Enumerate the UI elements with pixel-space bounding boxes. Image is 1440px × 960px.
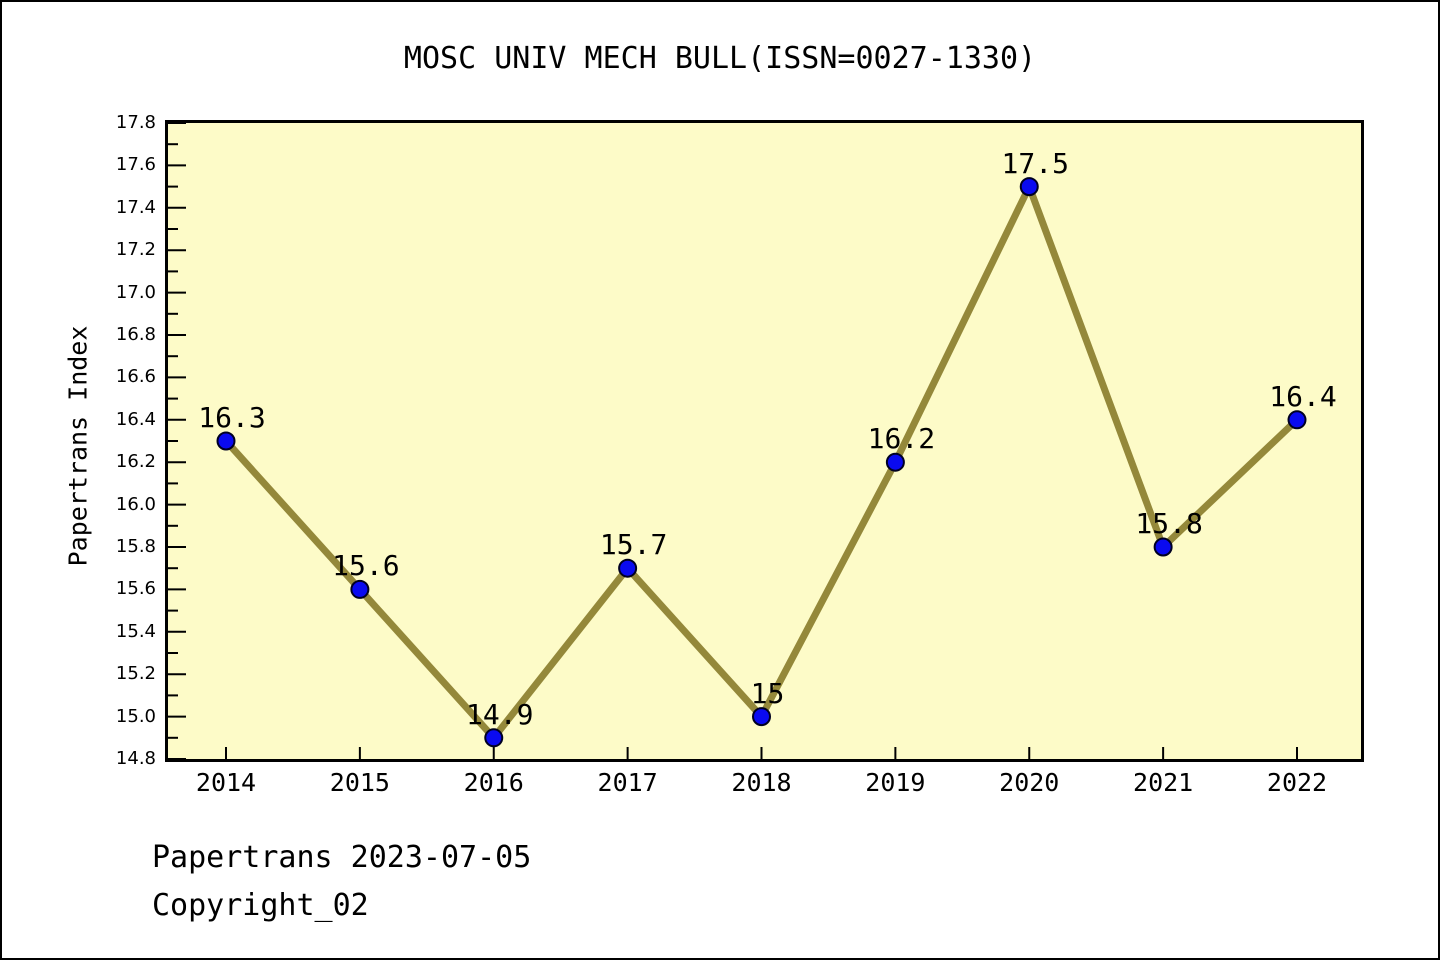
data-point-marker [216, 431, 236, 451]
y-tick-label: 16.8 [115, 324, 156, 345]
data-point-label: 15.6 [332, 549, 400, 583]
data-point-label: 15.7 [599, 528, 668, 562]
data-point-marker [484, 728, 504, 748]
footer-source-date: Papertrans 2023-07-05 [152, 840, 532, 875]
y-tick-label: 14.8 [115, 748, 156, 769]
footer-copyright: Copyright_02 [152, 888, 369, 923]
x-tick-label: 2018 [731, 768, 792, 797]
y-tick-label: 16.2 [115, 451, 156, 473]
y-tick-label: 15.6 [115, 578, 156, 600]
y-tick-label: 17.0 [115, 281, 156, 303]
y-tick-label: 15.4 [115, 620, 156, 642]
data-point-label: 15 [750, 676, 785, 710]
data-point-label: 16.4 [1269, 379, 1337, 413]
x-tick-label: 2015 [329, 768, 390, 797]
data-point-marker [752, 707, 771, 727]
y-tick-label: 17.8 [115, 112, 156, 133]
x-tick-label: 2016 [463, 768, 524, 797]
y-tick-label: 16.6 [115, 366, 156, 388]
y-axis-title: Papertrans Index [63, 325, 93, 567]
chart-title: MOSC UNIV MECH BULL(ISSN=0027-1330) [403, 41, 1037, 76]
y-tick-label: 17.6 [115, 154, 156, 176]
plot-area [165, 120, 1364, 762]
data-point-label: 16.3 [198, 401, 266, 434]
y-tick-label: 15.8 [115, 536, 156, 557]
y-tick-label: 16.0 [115, 493, 156, 515]
x-tick-label: 2017 [597, 768, 658, 797]
y-tick-label: 17.2 [115, 239, 156, 261]
x-tick-label: 2020 [999, 768, 1060, 797]
line-series [222, 183, 1301, 742]
data-point-label: 14.9 [466, 697, 534, 731]
y-tick-label: 16.4 [115, 408, 156, 430]
data-point-marker [885, 452, 905, 472]
line-chart [168, 123, 1361, 759]
data-point-label: 17.5 [1001, 146, 1069, 180]
data-point-marker [1153, 537, 1173, 557]
data-point-label: 15.8 [1135, 507, 1203, 540]
data-point-marker [618, 558, 638, 578]
x-tick-label: 2021 [1133, 768, 1194, 797]
y-tick-label: 15.2 [115, 663, 156, 685]
y-tick-label: 15.0 [115, 705, 156, 727]
y-tick-label: 17.4 [115, 196, 156, 218]
data-point-label: 16.2 [867, 422, 936, 456]
data-point-marker [1287, 410, 1307, 430]
x-tick-label: 2022 [1266, 768, 1328, 797]
x-tick-label: 2014 [195, 768, 257, 797]
x-tick-label: 2019 [865, 768, 926, 797]
data-point-marker [350, 579, 370, 599]
data-point-marker [1019, 177, 1039, 197]
